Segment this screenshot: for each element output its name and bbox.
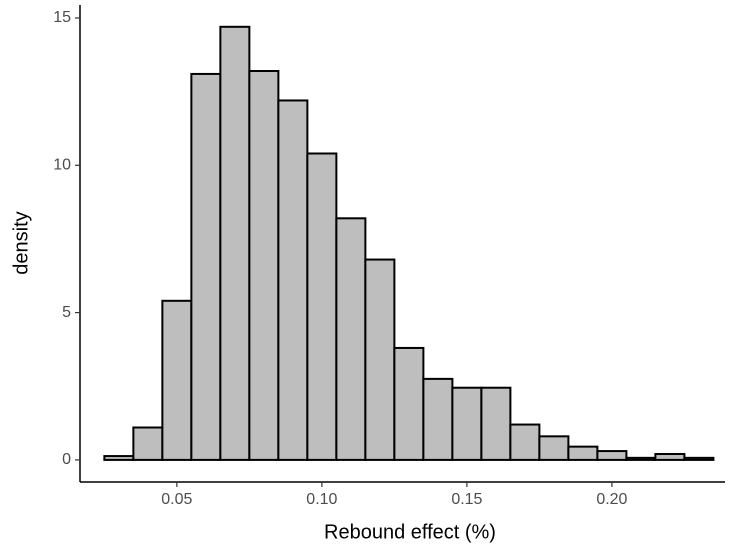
- bar: [567, 445, 599, 461]
- bar: [335, 217, 367, 461]
- y-axis-title: density: [10, 211, 32, 274]
- bar: [132, 426, 164, 461]
- bar: [248, 69, 280, 461]
- bar: [451, 386, 483, 461]
- bar: [103, 455, 135, 461]
- y-tick-label: 10: [53, 156, 71, 173]
- y-tick-label: 5: [62, 304, 71, 321]
- bar: [161, 299, 193, 461]
- bar: [393, 346, 425, 461]
- bar: [190, 72, 222, 461]
- bar: [596, 450, 628, 461]
- bar: [654, 453, 686, 461]
- bar: [683, 456, 715, 461]
- y-tick-label: 0: [62, 451, 71, 468]
- x-tick-label: 0.05: [161, 491, 192, 508]
- y-tick-label: 15: [53, 9, 71, 26]
- x-tick-label: 0.15: [451, 491, 482, 508]
- bar: [538, 435, 570, 461]
- bar: [422, 377, 454, 461]
- x-axis-title: Rebound effect (%): [324, 521, 496, 543]
- bar: [306, 152, 338, 461]
- bar: [277, 99, 309, 461]
- x-tick-label: 0.10: [306, 491, 337, 508]
- bar: [509, 423, 541, 461]
- x-tick-label: 0.20: [596, 491, 627, 508]
- bar: [219, 25, 251, 461]
- bar: [625, 456, 657, 461]
- bar: [480, 386, 512, 461]
- bar: [364, 258, 396, 461]
